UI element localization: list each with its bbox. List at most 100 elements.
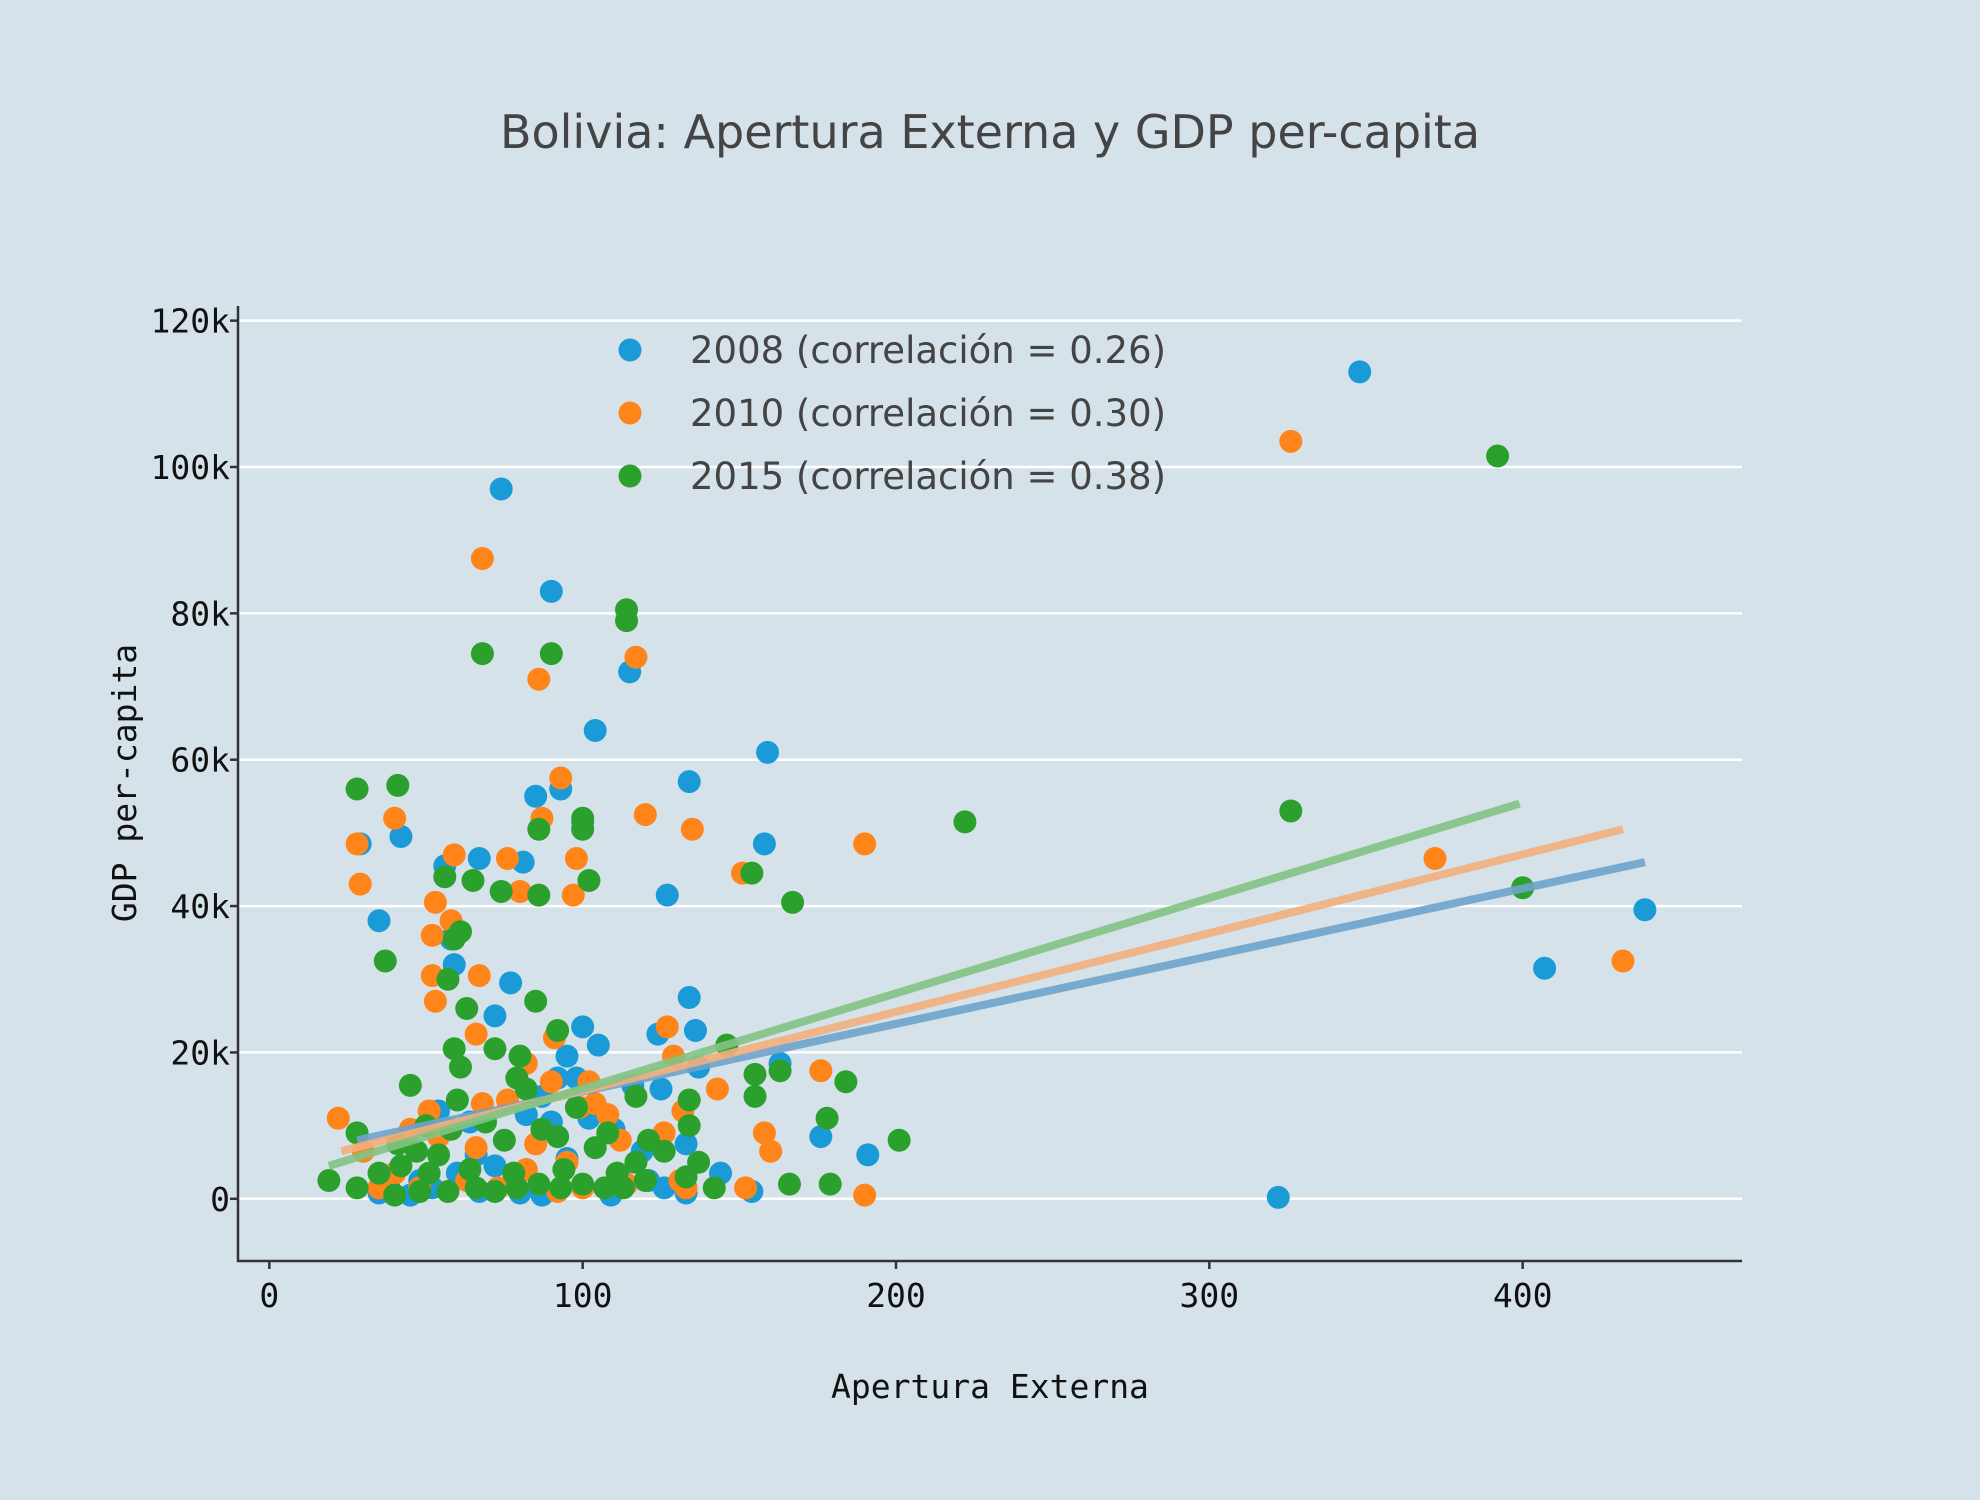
data-point[interactable] xyxy=(383,806,407,830)
data-point[interactable] xyxy=(683,1018,707,1042)
data-point[interactable] xyxy=(655,1015,679,1039)
data-point[interactable] xyxy=(448,1055,472,1079)
data-point[interactable] xyxy=(470,546,494,570)
data-point[interactable] xyxy=(818,1172,842,1196)
data-point[interactable] xyxy=(549,1176,573,1200)
data-point[interactable] xyxy=(386,773,410,797)
data-point[interactable] xyxy=(549,766,573,790)
data-point[interactable] xyxy=(1633,898,1657,922)
data-point[interactable] xyxy=(367,909,391,933)
data-point[interactable] xyxy=(611,1176,635,1200)
data-point[interactable] xyxy=(1533,956,1557,980)
data-point[interactable] xyxy=(373,949,397,973)
data-point[interactable] xyxy=(527,883,551,907)
data-point[interactable] xyxy=(583,1136,607,1160)
data-point[interactable] xyxy=(546,1018,570,1042)
legend-item[interactable]: 2010 (correlación = 0.30) xyxy=(618,392,1167,435)
data-point[interactable] xyxy=(317,1169,341,1193)
data-point[interactable] xyxy=(539,579,563,603)
data-point[interactable] xyxy=(383,1183,407,1207)
data-point[interactable] xyxy=(445,1088,469,1112)
data-point[interactable] xyxy=(495,847,519,871)
data-point[interactable] xyxy=(546,1125,570,1149)
data-point[interactable] xyxy=(470,642,494,666)
data-point[interactable] xyxy=(442,843,466,867)
data-point[interactable] xyxy=(680,817,704,841)
data-point[interactable] xyxy=(433,865,457,889)
data-point[interactable] xyxy=(499,971,523,995)
data-point[interactable] xyxy=(674,1132,698,1156)
data-point[interactable] xyxy=(743,1062,767,1086)
data-point[interactable] xyxy=(527,667,551,691)
data-point[interactable] xyxy=(464,1136,488,1160)
data-point[interactable] xyxy=(781,890,805,914)
data-point[interactable] xyxy=(417,1161,441,1185)
data-point[interactable] xyxy=(464,1022,488,1046)
data-point[interactable] xyxy=(768,1059,792,1083)
data-point[interactable] xyxy=(389,1154,413,1178)
data-point[interactable] xyxy=(809,1059,833,1083)
data-point[interactable] xyxy=(752,832,776,856)
data-point[interactable] xyxy=(436,967,460,991)
data-point[interactable] xyxy=(624,1150,648,1174)
data-point[interactable] xyxy=(348,872,372,896)
data-point[interactable] xyxy=(483,1037,507,1061)
data-point[interactable] xyxy=(1266,1185,1290,1209)
data-point[interactable] xyxy=(853,1183,877,1207)
data-point[interactable] xyxy=(564,847,588,871)
data-point[interactable] xyxy=(492,1128,516,1152)
data-point[interactable] xyxy=(809,1125,833,1149)
data-point[interactable] xyxy=(345,1176,369,1200)
data-point[interactable] xyxy=(655,883,679,907)
data-point[interactable] xyxy=(527,1172,551,1196)
data-point[interactable] xyxy=(455,997,479,1021)
data-point[interactable] xyxy=(524,784,548,808)
legend-item[interactable]: 2015 (correlación = 0.38) xyxy=(618,455,1167,498)
data-point[interactable] xyxy=(423,989,447,1013)
data-point[interactable] xyxy=(345,832,369,856)
data-point[interactable] xyxy=(483,1154,507,1178)
data-point[interactable] xyxy=(367,1161,391,1185)
data-point[interactable] xyxy=(436,1179,460,1203)
data-point[interactable] xyxy=(649,1077,673,1101)
data-point[interactable] xyxy=(633,803,657,827)
data-point[interactable] xyxy=(326,1106,350,1130)
data-point[interactable] xyxy=(442,1037,466,1061)
data-point[interactable] xyxy=(853,832,877,856)
data-point[interactable] xyxy=(505,1176,529,1200)
data-point[interactable] xyxy=(652,1139,676,1163)
data-point[interactable] xyxy=(815,1106,839,1130)
data-point[interactable] xyxy=(615,609,639,633)
data-point[interactable] xyxy=(1279,429,1303,453)
data-point[interactable] xyxy=(489,477,513,501)
data-point[interactable] xyxy=(461,868,485,892)
data-point[interactable] xyxy=(539,1070,563,1094)
data-point[interactable] xyxy=(759,1139,783,1163)
data-point[interactable] xyxy=(1423,847,1447,871)
data-point[interactable] xyxy=(508,879,532,903)
data-point[interactable] xyxy=(571,817,595,841)
data-point[interactable] xyxy=(777,1172,801,1196)
data-point[interactable] xyxy=(752,1121,776,1145)
data-point[interactable] xyxy=(539,642,563,666)
data-point[interactable] xyxy=(856,1143,880,1167)
data-point[interactable] xyxy=(489,879,513,903)
data-point[interactable] xyxy=(702,1176,726,1200)
data-point[interactable] xyxy=(674,1165,698,1189)
data-point[interactable] xyxy=(583,718,607,742)
data-point[interactable] xyxy=(677,770,701,794)
data-point[interactable] xyxy=(423,890,447,914)
legend-item[interactable]: 2008 (correlación = 0.26) xyxy=(618,329,1167,372)
data-point[interactable] xyxy=(593,1176,617,1200)
data-point[interactable] xyxy=(705,1077,729,1101)
data-point[interactable] xyxy=(1279,799,1303,823)
data-point[interactable] xyxy=(953,810,977,834)
data-point[interactable] xyxy=(420,923,444,947)
data-point[interactable] xyxy=(555,1044,579,1068)
data-point[interactable] xyxy=(887,1128,911,1152)
data-point[interactable] xyxy=(524,989,548,1013)
data-point[interactable] xyxy=(1486,444,1510,468)
data-point[interactable] xyxy=(408,1179,432,1203)
data-point[interactable] xyxy=(427,1143,451,1167)
data-point[interactable] xyxy=(527,817,551,841)
